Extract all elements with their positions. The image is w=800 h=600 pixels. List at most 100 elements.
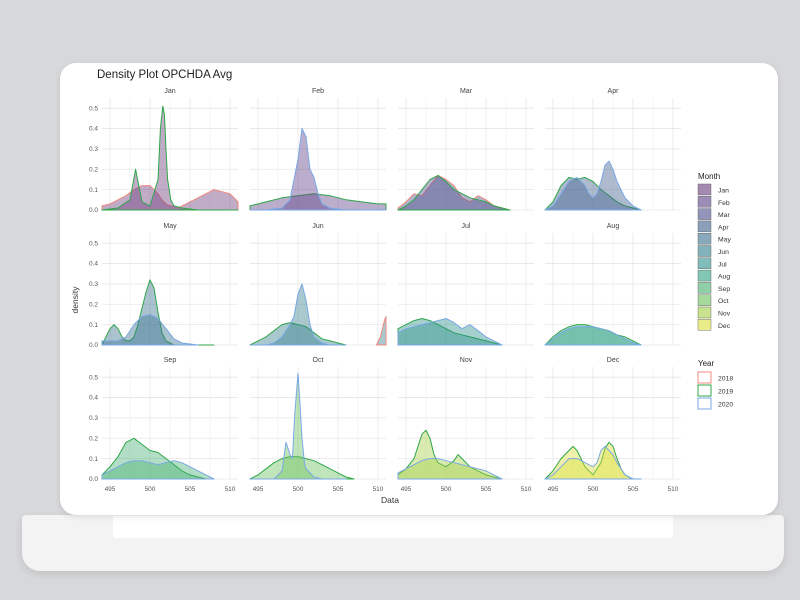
legend-label-nov: Nov [718,311,731,318]
y-tick-label: 0.4 [89,261,98,268]
facet-label: Dec [607,357,620,364]
legend-label-oct: Oct [718,298,729,305]
legend-year-swatch-2018 [697,371,712,384]
x-tick-label: 505 [185,486,196,493]
laptop-screen [60,63,778,515]
x-tick-label: 495 [105,486,116,493]
facet-apr: Apr [544,88,681,211]
facet-mar: Mar [397,88,534,211]
density-area-sep-2020 [101,460,215,480]
facet-label: Jun [312,223,323,230]
density-area-jan-2018 [101,185,239,211]
facet-may: May 0.0 0.1 0.2 0.3 0.4 0.5 [89,223,238,349]
density-area-jun-2019 [249,322,347,346]
density-area-apr-2020 [544,160,642,211]
legend-label-may: May [718,237,731,244]
facet-label: Feb [312,88,324,95]
facet-label: Sep [164,357,177,364]
density-area-mar-2019 [397,174,511,211]
facet-label: Jan [164,88,175,95]
x-tick-label: 495 [253,486,264,493]
y-tick-label: 0.0 [89,207,98,214]
y-axis-label: density [70,286,80,314]
laptop-keyboard-strip [113,516,673,538]
facet-feb: Feb [249,88,387,211]
x-tick-label: 510 [668,486,679,493]
legend-year-label-2019: 2019 [718,389,733,396]
facet-jan: Jan 0.0 0.1 0.2 0.3 0.4 0.5 [89,88,239,214]
facet-label: Nov [460,357,473,364]
y-tick-label: 0.2 [89,301,98,308]
legend-label-sep: Sep [718,286,730,293]
y-tick-label: 0.5 [89,240,98,247]
legend-swatch-may [697,232,712,245]
y-tick-label: 0.4 [89,395,98,402]
x-tick-label: 505 [481,486,492,493]
y-tick-label: 0.1 [89,456,98,463]
facet-label: Jul [462,223,471,230]
y-tick-label: 0.1 [89,187,98,194]
legend-swatch-oct [697,294,712,306]
density-area-oct-2020 [249,372,347,480]
y-tick-label: 0.2 [89,166,98,173]
legend-swatch-mar [697,208,712,220]
facet-label: May [163,223,177,230]
facet-label: Oct [313,357,324,364]
legend-label-feb: Feb [718,200,730,207]
y-tick-label: 0.4 [89,126,98,133]
x-tick-label: 510 [225,486,236,493]
legend-swatch-nov [697,306,712,319]
legend-swatch-jun [697,245,712,257]
density-area-dec-2020 [544,445,642,480]
density-area-aug-2020 [544,326,642,346]
x-tick-label: 505 [628,486,639,493]
legend-label-apr: Apr [718,224,729,231]
y-tick-label: 0.3 [89,415,98,422]
facet-jun: Jun [249,223,387,346]
chart-title: Density Plot OPCHDA Avg [97,69,232,81]
legend-year-items: 2018 2019 2020 [697,371,733,410]
x-tick-label: 510 [521,486,532,493]
legend-label-aug: Aug [718,274,730,281]
legend-year-label-2020: 2020 [718,402,733,409]
facet-label: Mar [460,88,473,95]
density-area-apr-2019 [544,176,642,211]
facet-label: Apr [608,88,620,95]
x-tick-label: 495 [401,486,412,493]
density-area-feb-2020 [249,128,387,211]
legend-month-items: Jan Feb Mar Apr May Jun Jul Aug Sep Oct Nov Dec [697,183,731,331]
legend-year-swatch-2020 [697,397,712,410]
legend-month: Month Jan Feb Mar Apr May Jun Jul Aug Sep Oct Nov D… [697,172,731,331]
x-tick-label: 500 [293,486,304,493]
y-tick-label: 0.3 [89,146,98,153]
density-area-jul-2020 [397,318,503,346]
facet-dec: Dec 495 500 505 510 [544,357,681,493]
facet-panels: Jan 0.0 0.1 0.2 0.3 0.4 0.5 Feb Mar Apr May 0.0 0.1 0… [89,88,681,493]
x-tick-label: 505 [333,486,344,493]
y-tick-label: 0.5 [89,105,98,112]
density-area-jun-2018 [375,316,387,346]
legend-swatch-jan [697,183,712,196]
y-tick-label: 0.3 [89,281,98,288]
y-tick-label: 0.0 [89,342,98,349]
density-area-jan-2019 [101,105,239,211]
legend-year-title: Year [698,359,715,368]
legend-swatch-dec [697,319,712,331]
x-tick-label: 500 [588,486,599,493]
facet-sep: Sep 0.0 0.1 0.2 0.3 0.4 0.5 495 500 505 510 [89,357,238,493]
y-tick-label: 0.1 [89,322,98,329]
y-tick-label: 0.2 [89,435,98,442]
legend-label-mar: Mar [718,212,730,219]
legend-label-jun: Jun [718,249,729,256]
legend-label-dec: Dec [718,323,731,330]
facet-aug: Aug [544,223,681,346]
legend-year-swatch-2019 [697,384,712,397]
density-area-jul-2019 [397,318,503,346]
legend-label-jan: Jan [718,188,729,195]
legend-year-label-2018: 2018 [718,376,733,383]
x-tick-label: 495 [548,486,559,493]
legend-swatch-apr [697,220,712,233]
density-area-jun-2020 [249,283,347,346]
legend-month-title: Month [698,172,720,181]
legend-label-jul: Jul [718,261,727,268]
